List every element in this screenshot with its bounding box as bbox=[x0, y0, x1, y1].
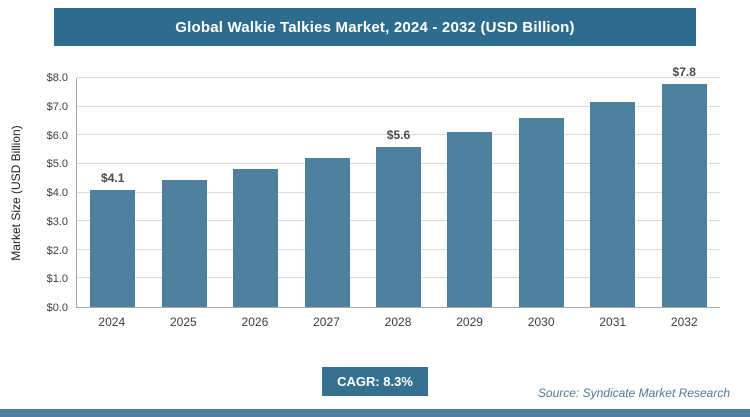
bar-slot bbox=[506, 78, 577, 307]
gridline bbox=[77, 134, 720, 136]
chart-title: Global Walkie Talkies Market, 2024 - 203… bbox=[175, 18, 575, 36]
bar bbox=[590, 102, 636, 307]
x-tick-label: 2025 bbox=[169, 315, 197, 329]
y-axis-tick-labels: $0.0 $1.0 $2.0 $3.0 $4.0 $5.0 $6.0 $7.0 $8.0 bbox=[28, 72, 72, 314]
bar-slot: $5.6 bbox=[363, 78, 434, 307]
chart-title-bar: Global Walkie Talkies Market, 2024 - 203… bbox=[54, 8, 696, 46]
bar bbox=[233, 169, 279, 307]
y-tick-label: $8.0 bbox=[46, 72, 68, 84]
bar-slot: $7.8 bbox=[649, 65, 720, 307]
x-tick-label: 2026 bbox=[241, 315, 269, 329]
cagr-label: CAGR: 8.3% bbox=[337, 374, 413, 389]
y-tick-label: $5.0 bbox=[46, 158, 68, 171]
x-tick-label: 2027 bbox=[313, 315, 340, 329]
bar-value-label: $5.6 bbox=[386, 127, 411, 142]
y-tick-label: $6.0 bbox=[46, 129, 68, 142]
y-tick-label: $2.0 bbox=[46, 244, 68, 257]
y-tick-label: $3.0 bbox=[46, 215, 68, 228]
source-text: Source: Syndicate Market Research bbox=[537, 386, 730, 400]
cagr-badge: CAGR: 8.3% bbox=[322, 367, 428, 396]
x-tick-label: 2028 bbox=[384, 315, 412, 329]
gridline bbox=[77, 105, 720, 107]
x-tick-label: 2029 bbox=[456, 315, 483, 329]
bar-slot bbox=[148, 78, 219, 307]
bar bbox=[661, 83, 707, 307]
y-tick-label: $0.0 bbox=[46, 302, 68, 314]
x-axis-tick-labels: 2024 2025 2026 2027 2028 2029 2030 2031 2032 bbox=[76, 315, 720, 329]
bar-slot bbox=[220, 78, 291, 307]
bar bbox=[161, 179, 207, 307]
bar-slot bbox=[434, 78, 505, 307]
y-axis-title: Market Size (USD Billion) bbox=[9, 125, 23, 261]
gridline bbox=[77, 77, 720, 78]
bar bbox=[447, 132, 493, 307]
bar-value-label: $7.8 bbox=[672, 64, 696, 79]
y-tick-label: $4.0 bbox=[46, 187, 68, 199]
y-tick-label: $7.0 bbox=[46, 100, 68, 113]
bar bbox=[90, 189, 136, 307]
bar-slot bbox=[291, 78, 362, 307]
bar bbox=[304, 157, 350, 307]
bar-slot bbox=[577, 78, 648, 307]
bar bbox=[518, 117, 564, 307]
plot-area: $4.1 $5.6 $7.8 bbox=[76, 65, 720, 308]
bar-series: $4.1 $5.6 $7.8 bbox=[77, 65, 720, 307]
bottom-strip bbox=[0, 409, 750, 417]
x-tick-label: 2031 bbox=[599, 315, 627, 329]
bar-slot: $4.1 bbox=[77, 78, 148, 307]
x-tick-label: 2024 bbox=[98, 315, 126, 329]
y-tick-label: $1.0 bbox=[46, 273, 68, 286]
x-tick-label: 2032 bbox=[670, 315, 698, 329]
x-tick-label: 2030 bbox=[527, 315, 555, 329]
bar-value-label: $4.1 bbox=[101, 170, 125, 185]
bar bbox=[375, 146, 421, 307]
